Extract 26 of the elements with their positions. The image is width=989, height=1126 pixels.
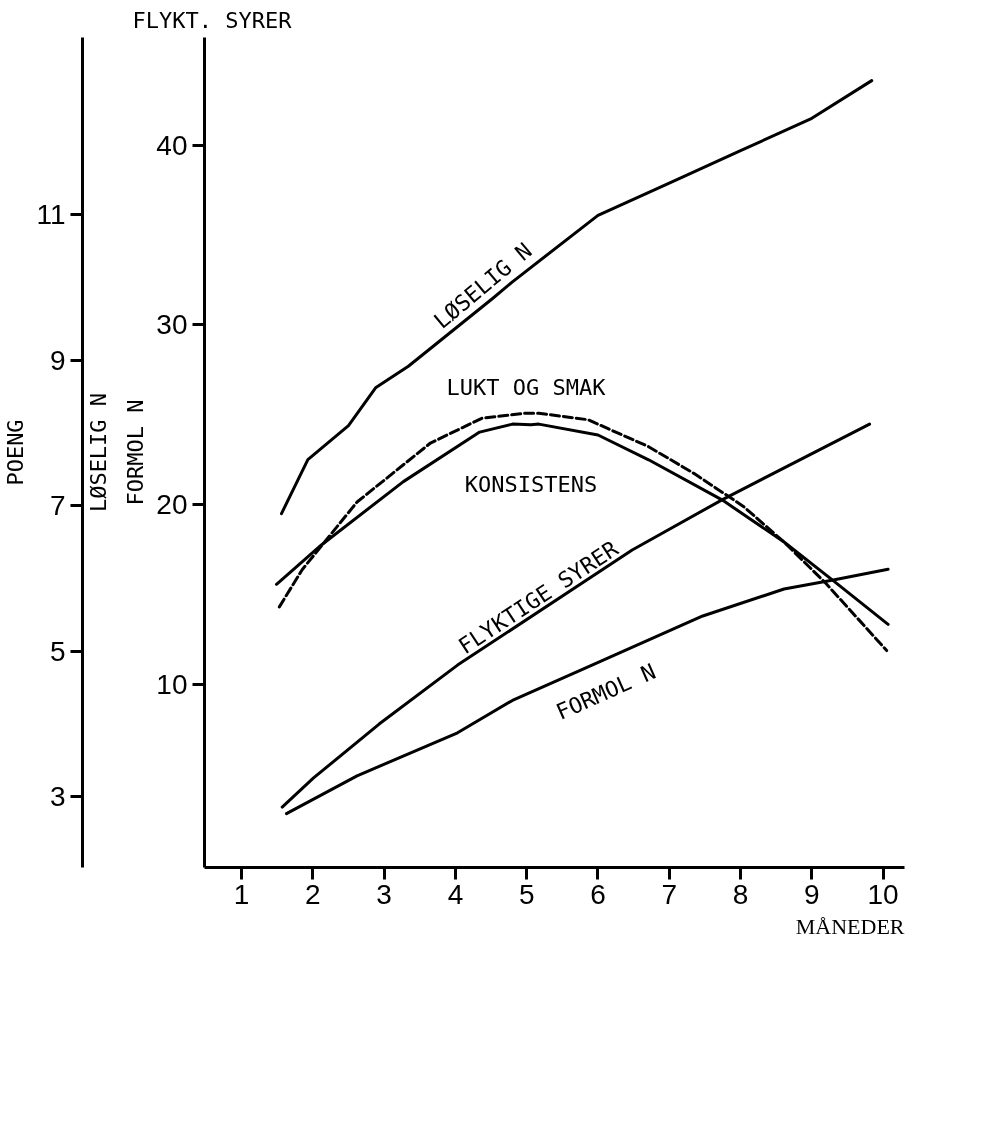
y-tick-label: 7 (49, 490, 66, 522)
x-tick-label: 1 (233, 878, 250, 910)
x-tick-label: 4 (447, 878, 464, 910)
x-tick-label: 7 (661, 878, 678, 910)
line-series (279, 79, 874, 516)
y-tick-label: 3 (49, 781, 66, 813)
text: FLYKT. SYRER (132, 7, 293, 33)
y-axis-title: POENG (3, 419, 29, 486)
series-label: LUKT OG SMAK (446, 374, 607, 400)
x-tick-label: 5 (518, 878, 535, 910)
y-tick-label: 5 (49, 635, 66, 667)
x-axis-title: MÅNEDER (795, 913, 905, 939)
y2-tick-label: 40 (156, 129, 188, 161)
x-tick-label: 3 (376, 878, 392, 910)
x-tick-label: 2 (305, 878, 321, 910)
y2-tick-label: 30 (156, 309, 188, 341)
x-tick-label: 9 (804, 878, 820, 910)
x-tick-label: 10 (867, 878, 899, 910)
y2-axis-title: LØSELIG N FORMOL N (85, 392, 149, 513)
y2-tick-label: 10 (156, 668, 188, 700)
x-tick-label: 6 (590, 878, 606, 910)
y2-tick-label: 20 (156, 489, 188, 521)
x-tick-label: 8 (732, 878, 749, 910)
y-tick-label: 9 (49, 344, 66, 376)
y-tick-label: 11 (36, 198, 66, 230)
series-label: KONSISTENS (464, 472, 598, 498)
